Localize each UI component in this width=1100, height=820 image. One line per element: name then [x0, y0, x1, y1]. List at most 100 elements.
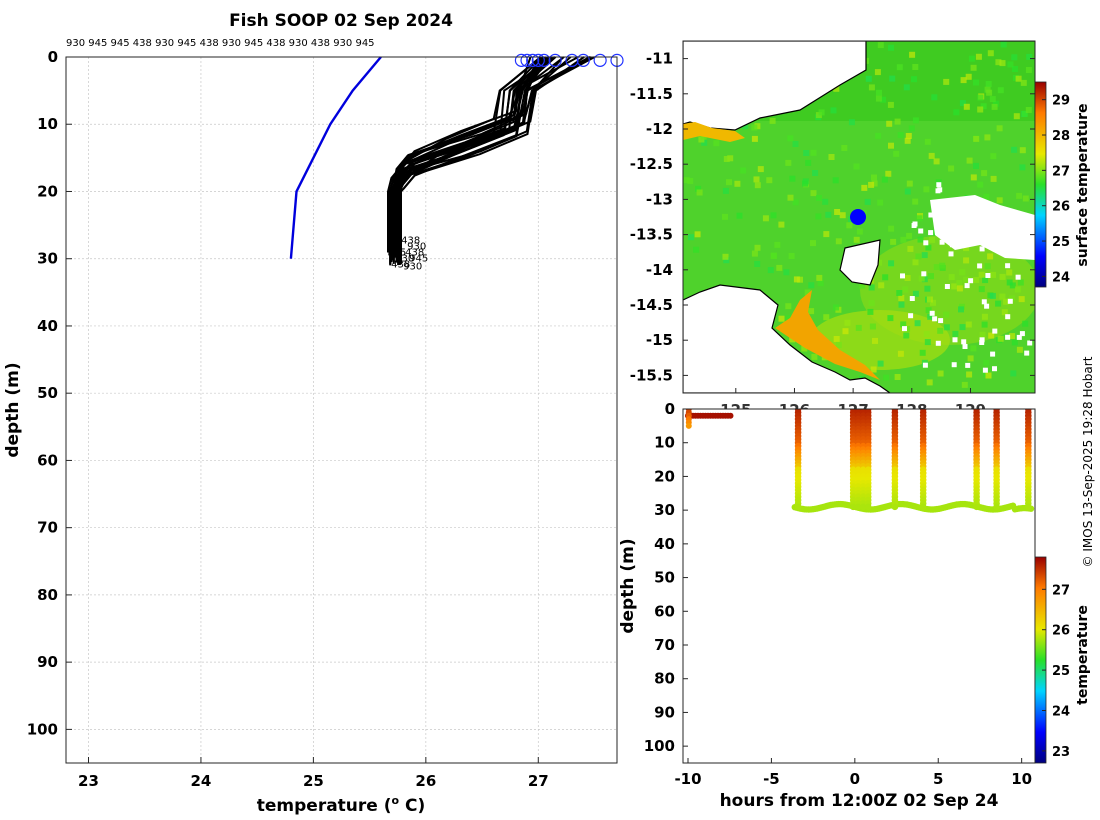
sst-cell: [751, 124, 758, 131]
sst-y-tick-label: -14.5: [630, 296, 673, 314]
sst-y-tick-label: -14: [646, 261, 673, 279]
sst-cell: [931, 94, 938, 101]
sst-cell: [859, 282, 866, 289]
sst-cell: [868, 84, 875, 91]
sst-colorbar-tick-label: 29: [1052, 94, 1070, 109]
profile-top-labels: 930 945 945 438 930 945 438 930 945 438 …: [66, 38, 375, 49]
sst-cell: [842, 328, 849, 335]
sst-cell: [816, 195, 822, 201]
sst-cell: [754, 123, 761, 130]
sst-cell: [970, 174, 977, 181]
sst-cell: [921, 276, 928, 283]
sst-cell: [825, 211, 832, 218]
sst-cell: [1016, 346, 1023, 353]
profile-surface-marker: [576, 53, 590, 67]
sst-cell: [995, 59, 1002, 66]
sst-colorbar-tick-label: 25: [1052, 235, 1070, 250]
sst-missing-cell: [979, 246, 985, 252]
sst-cell: [844, 319, 851, 326]
sst-missing-cell: [951, 362, 957, 368]
profile-bottom-label: 930: [407, 241, 426, 252]
sst-cell: [987, 253, 994, 260]
sst-colorbar-tick-label: 24: [1052, 270, 1070, 285]
sst-cell: [981, 321, 988, 328]
section-colorbar: [1034, 556, 1047, 764]
sst-cell: [887, 315, 894, 322]
sst-cell: [740, 167, 747, 174]
sst-cell: [1025, 67, 1032, 73]
sst-y-tick-label: -13: [646, 190, 673, 208]
profile-x-tick-label: 25: [303, 772, 324, 790]
sst-cell: [965, 73, 972, 80]
sst-cell: [788, 253, 795, 259]
sst-missing-cell: [918, 228, 924, 234]
sst-cell: [868, 300, 875, 307]
sst-colorbar-ticks: 24 25 26 27 28 29: [1042, 94, 1070, 285]
sst-cell: [722, 213, 728, 220]
sst-cell: [939, 262, 946, 269]
sst-cell: [1011, 339, 1018, 346]
sst-cell: [868, 181, 875, 188]
profile-x-tick-label: 23: [78, 772, 99, 790]
sst-cell: [997, 335, 1004, 342]
land-north: [683, 41, 1035, 131]
sst-cell: [924, 138, 931, 145]
sst-cell: [906, 232, 913, 239]
sst-missing-cell: [965, 362, 971, 368]
sst-cell: [924, 285, 931, 292]
profile-x-tick-label: 26: [415, 772, 436, 790]
sst-map-y-ticks: -11 -11.5 -12 -12.5 -13 -13.5 -14 -14.5 -15 -15.5: [630, 50, 1035, 384]
sst-cell: [870, 366, 877, 373]
profile-title: Fish SOOP 02 Sep 2024: [229, 11, 453, 31]
sst-cell: [928, 152, 935, 159]
profile-y-tick-label: 10: [37, 115, 58, 133]
sst-cell: [981, 313, 988, 320]
sst-cell: [805, 159, 812, 166]
sst-cell: [978, 271, 985, 278]
sst-cell: [811, 353, 818, 360]
sst-cell: [797, 276, 803, 283]
sst-cell: [888, 260, 895, 267]
sst-missing-cell: [1027, 340, 1033, 346]
sst-cell: [888, 142, 894, 149]
profile-x-label: temperature (o C): [257, 794, 426, 816]
sst-cell: [960, 77, 967, 84]
sst-cell: [887, 101, 894, 108]
sst-cell: [904, 137, 911, 144]
sst-cell: [973, 135, 980, 142]
profile-y-label: depth (m): [3, 362, 23, 457]
sst-cell: [883, 374, 890, 381]
sst-cell: [894, 118, 901, 125]
sst-cell: [853, 163, 860, 170]
sst-cell: [999, 293, 1006, 300]
sst-cell: [926, 379, 933, 386]
profile-surface-marker: [531, 53, 545, 67]
sst-cell: [921, 252, 928, 259]
section-colorbar-tick-label: 26: [1052, 624, 1070, 639]
profile-line-black: [400, 56, 592, 264]
sst-missing-cell: [922, 362, 928, 368]
sst-missing-cell: [1024, 350, 1030, 356]
profile-chart: Fish SOOP 02 Sep 2024 930 945 945 438 93…: [3, 11, 624, 816]
sst-cell: [822, 198, 829, 205]
sst-cell: [869, 323, 876, 330]
section-profile-point: [973, 503, 980, 511]
sst-cell: [917, 236, 924, 243]
sst-cell: [882, 274, 889, 281]
sst-cell: [834, 209, 841, 215]
sst-cell: [909, 51, 916, 58]
section-colorbar-tick-label: 27: [1052, 583, 1070, 598]
section-profile-point: [891, 503, 899, 511]
sst-cell: [861, 184, 868, 191]
sst-cell: [926, 296, 933, 303]
sst-cell: [774, 241, 781, 248]
sst-cell: [986, 89, 993, 96]
sst-cell: [991, 103, 998, 110]
profile-x-tick-label: 27: [528, 772, 549, 790]
sst-cell: [948, 165, 955, 172]
sst-cell: [804, 289, 811, 296]
sst-cell: [963, 276, 970, 283]
sst-cell: [835, 238, 842, 245]
sst-cell: [900, 321, 907, 328]
sst-cell: [898, 295, 905, 301]
